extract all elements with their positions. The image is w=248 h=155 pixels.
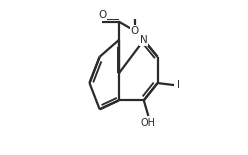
Text: N: N [140, 35, 148, 45]
Text: OH: OH [141, 118, 156, 128]
Text: O: O [98, 10, 107, 20]
Text: O: O [131, 26, 139, 36]
Text: I: I [177, 80, 180, 90]
